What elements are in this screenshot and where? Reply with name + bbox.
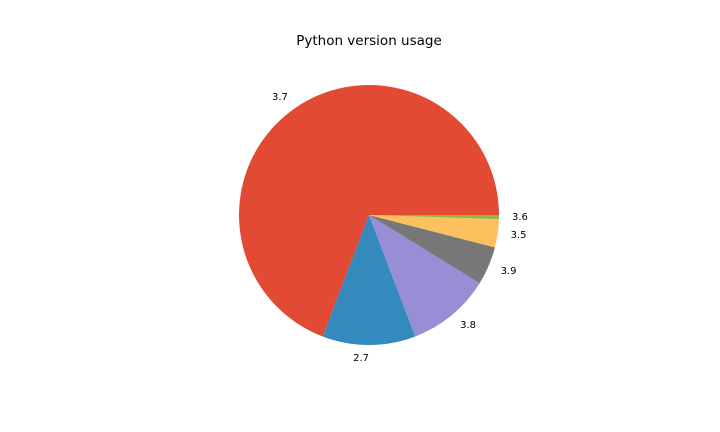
slice-label: 3.8: [460, 320, 476, 331]
pie-slice: [369, 215, 499, 248]
pie-slice: [369, 215, 480, 337]
slice-label: 2.7: [353, 353, 369, 364]
pie-slice: [369, 215, 499, 220]
slice-label: 3.6: [512, 212, 528, 223]
slice-label: 3.9: [501, 266, 517, 277]
slice-label: 3.5: [511, 230, 527, 241]
pie-slice: [239, 85, 500, 337]
slice-label: 3.7: [272, 92, 288, 103]
chart-title: Python version usage: [296, 33, 442, 49]
pie-slice: [369, 215, 495, 284]
pie-slice: [322, 215, 416, 346]
